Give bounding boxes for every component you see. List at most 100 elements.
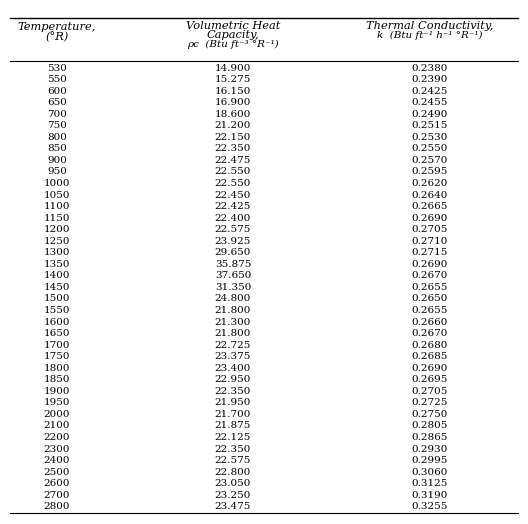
Text: (°R): (°R): [45, 32, 69, 42]
Text: 0.3125: 0.3125: [411, 479, 448, 488]
Text: 0.2570: 0.2570: [411, 156, 448, 165]
Text: 0.2530: 0.2530: [411, 133, 448, 142]
Text: 1100: 1100: [44, 202, 70, 211]
Text: 1050: 1050: [44, 191, 70, 200]
Text: 0.2660: 0.2660: [411, 318, 448, 326]
Text: 550: 550: [47, 75, 67, 84]
Text: 1350: 1350: [44, 260, 70, 269]
Text: 2000: 2000: [44, 410, 70, 419]
Text: 1800: 1800: [44, 364, 70, 373]
Text: 650: 650: [47, 98, 67, 107]
Text: 16.900: 16.900: [215, 98, 251, 107]
Text: 1450: 1450: [44, 283, 70, 292]
Text: 22.125: 22.125: [215, 433, 251, 442]
Text: 23.475: 23.475: [215, 503, 251, 511]
Text: 0.2750: 0.2750: [411, 410, 448, 419]
Text: 22.950: 22.950: [215, 375, 251, 384]
Text: 0.2620: 0.2620: [411, 179, 448, 188]
Text: 22.350: 22.350: [215, 144, 251, 154]
Text: 1950: 1950: [44, 398, 70, 407]
Text: 23.250: 23.250: [215, 491, 251, 500]
Text: 750: 750: [47, 121, 67, 130]
Text: 14.900: 14.900: [215, 63, 251, 72]
Text: 23.375: 23.375: [215, 352, 251, 361]
Text: 2200: 2200: [44, 433, 70, 442]
Text: 2500: 2500: [44, 468, 70, 477]
Text: 22.725: 22.725: [215, 341, 251, 350]
Text: 2400: 2400: [44, 456, 70, 465]
Text: 0.2595: 0.2595: [411, 168, 448, 177]
Text: 0.2715: 0.2715: [411, 248, 448, 257]
Text: 2100: 2100: [44, 421, 70, 431]
Text: 35.875: 35.875: [215, 260, 251, 269]
Text: 37.650: 37.650: [215, 271, 251, 280]
Text: 21.875: 21.875: [215, 421, 251, 431]
Text: 21.950: 21.950: [215, 398, 251, 407]
Text: 0.3060: 0.3060: [411, 468, 448, 477]
Text: 22.550: 22.550: [215, 179, 251, 188]
Text: 1550: 1550: [44, 306, 70, 315]
Text: 1600: 1600: [44, 318, 70, 326]
Text: 0.2995: 0.2995: [411, 456, 448, 465]
Text: 22.800: 22.800: [215, 468, 251, 477]
Text: 21.800: 21.800: [215, 329, 251, 338]
Text: 1700: 1700: [44, 341, 70, 350]
Text: ρc  (Btu ft⁻³ °R⁻¹): ρc (Btu ft⁻³ °R⁻¹): [187, 40, 279, 49]
Text: 31.350: 31.350: [215, 283, 251, 292]
Text: 2700: 2700: [44, 491, 70, 500]
Text: 0.2705: 0.2705: [411, 387, 448, 396]
Text: Thermal Conductivity,: Thermal Conductivity,: [366, 20, 493, 30]
Text: 600: 600: [47, 86, 67, 95]
Text: 29.650: 29.650: [215, 248, 251, 257]
Text: Temperature,: Temperature,: [18, 22, 96, 32]
Text: 22.450: 22.450: [215, 191, 251, 200]
Text: 530: 530: [47, 63, 67, 72]
Text: Volumetric Heat: Volumetric Heat: [186, 20, 280, 30]
Text: 0.2865: 0.2865: [411, 433, 448, 442]
Text: 1300: 1300: [44, 248, 70, 257]
Text: 0.2685: 0.2685: [411, 352, 448, 361]
Text: 23.400: 23.400: [215, 364, 251, 373]
Text: 0.2725: 0.2725: [411, 398, 448, 407]
Text: 21.200: 21.200: [215, 121, 251, 130]
Text: 0.3255: 0.3255: [411, 503, 448, 511]
Text: 24.800: 24.800: [215, 294, 251, 303]
Text: 1500: 1500: [44, 294, 70, 303]
Text: 0.2380: 0.2380: [411, 63, 448, 72]
Text: 0.2650: 0.2650: [411, 294, 448, 303]
Text: 1250: 1250: [44, 237, 70, 246]
Text: 0.2930: 0.2930: [411, 444, 448, 454]
Text: 1850: 1850: [44, 375, 70, 384]
Text: 700: 700: [47, 110, 67, 119]
Text: 21.300: 21.300: [215, 318, 251, 326]
Text: k  (Btu ft⁻¹ h⁻¹ °R⁻¹): k (Btu ft⁻¹ h⁻¹ °R⁻¹): [377, 31, 483, 40]
Text: 0.2640: 0.2640: [411, 191, 448, 200]
Text: 0.2690: 0.2690: [411, 260, 448, 269]
Text: 0.2695: 0.2695: [411, 375, 448, 384]
Text: 0.2690: 0.2690: [411, 364, 448, 373]
Text: 15.275: 15.275: [215, 75, 251, 84]
Text: 21.700: 21.700: [215, 410, 251, 419]
Text: 800: 800: [47, 133, 67, 142]
Text: 2300: 2300: [44, 444, 70, 454]
Text: 18.600: 18.600: [215, 110, 251, 119]
Text: 0.2805: 0.2805: [411, 421, 448, 431]
Text: 1750: 1750: [44, 352, 70, 361]
Text: 0.2655: 0.2655: [411, 306, 448, 315]
Text: 22.575: 22.575: [215, 225, 251, 234]
Text: 22.550: 22.550: [215, 168, 251, 177]
Text: 1000: 1000: [44, 179, 70, 188]
Text: 22.350: 22.350: [215, 387, 251, 396]
Text: 22.475: 22.475: [215, 156, 251, 165]
Text: 1650: 1650: [44, 329, 70, 338]
Text: 1400: 1400: [44, 271, 70, 280]
Text: 850: 850: [47, 144, 67, 154]
Text: 22.425: 22.425: [215, 202, 251, 211]
Text: 0.2515: 0.2515: [411, 121, 448, 130]
Text: 1150: 1150: [44, 214, 70, 223]
Text: 0.2670: 0.2670: [411, 329, 448, 338]
Text: 0.2655: 0.2655: [411, 283, 448, 292]
Text: 0.2425: 0.2425: [411, 86, 448, 95]
Text: 2600: 2600: [44, 479, 70, 488]
Text: 0.2710: 0.2710: [411, 237, 448, 246]
